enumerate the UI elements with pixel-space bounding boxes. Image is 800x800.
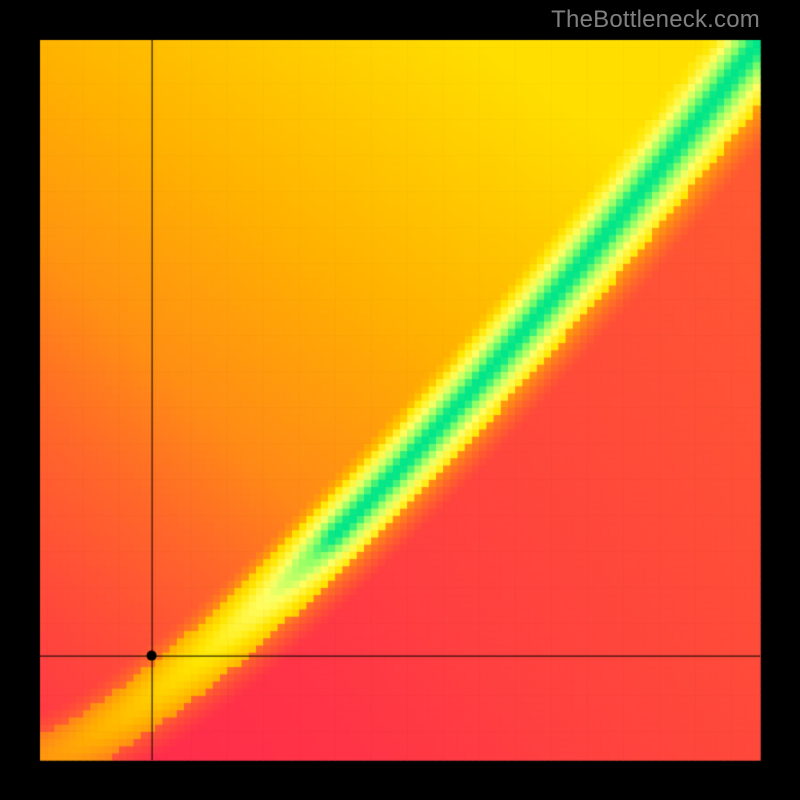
chart-frame: TheBottleneck.com (0, 0, 800, 800)
bottleneck-heatmap (0, 0, 800, 800)
watermark-text: TheBottleneck.com (551, 6, 760, 34)
